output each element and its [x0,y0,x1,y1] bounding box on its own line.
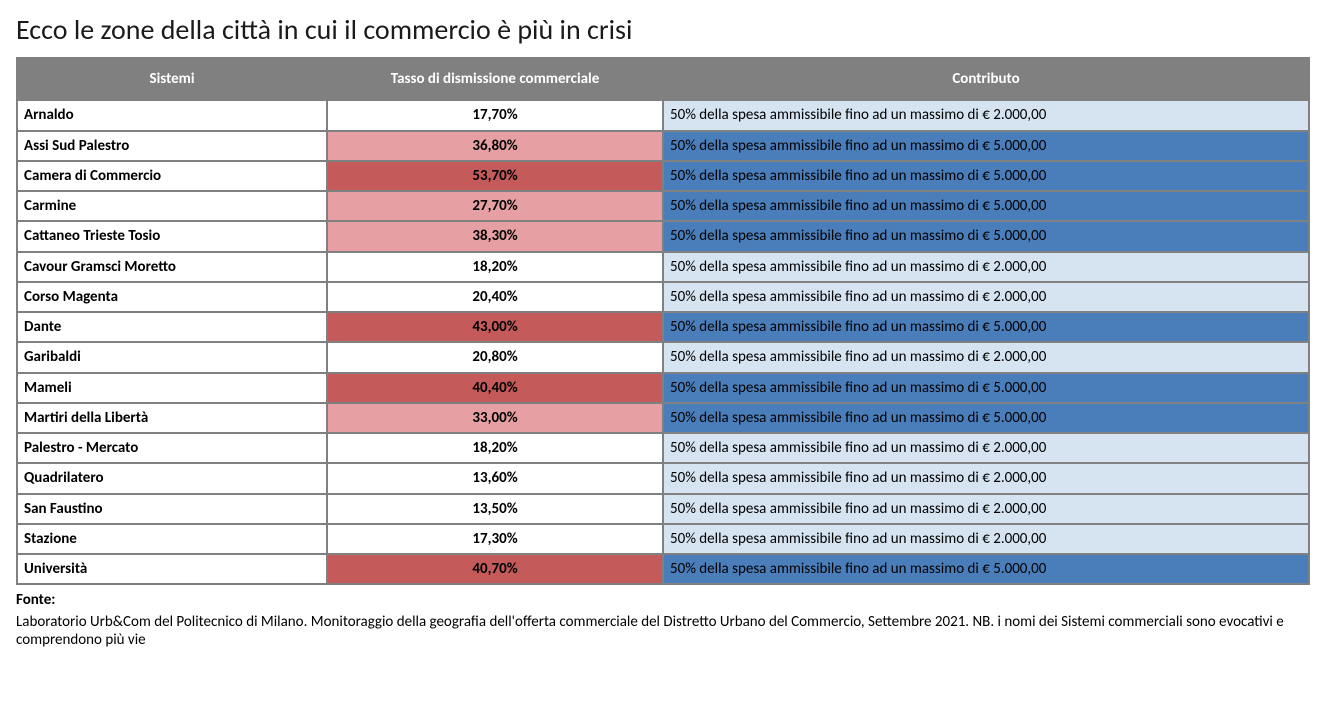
cell-sistemi: Camera di Commercio [17,161,327,191]
cell-tasso: 43,00% [327,312,663,342]
table-row: Corso Magenta20,40%50% della spesa ammis… [17,282,1309,312]
cell-contributo: 50% della spesa ammissibile fino ad un m… [663,282,1309,312]
cell-tasso: 36,80% [327,131,663,161]
cell-tasso: 13,50% [327,494,663,524]
cell-contributo: 50% della spesa ammissibile fino ad un m… [663,373,1309,403]
cell-contributo: 50% della spesa ammissibile fino ad un m… [663,494,1309,524]
cell-sistemi: Corso Magenta [17,282,327,312]
cell-sistemi: Assi Sud Palestro [17,131,327,161]
table-row: Palestro - Mercato18,20%50% della spesa … [17,433,1309,463]
cell-sistemi: Mameli [17,373,327,403]
col-header-sistemi: Sistemi [17,58,327,100]
cell-sistemi: Cattaneo Trieste Tosio [17,221,327,251]
table-row: Università40,70%50% della spesa ammissib… [17,554,1309,584]
cell-tasso: 40,70% [327,554,663,584]
table-row: Quadrilatero13,60%50% della spesa ammiss… [17,463,1309,493]
col-header-tasso: Tasso di dismissione commerciale [327,58,663,100]
page-title: Ecco le zone della città in cui il comme… [16,12,1310,47]
cell-sistemi: Cavour Gramsci Moretto [17,252,327,282]
cell-sistemi: Dante [17,312,327,342]
table-row: Carmine27,70%50% della spesa ammissibile… [17,191,1309,221]
table-row: Dante43,00%50% della spesa ammissibile f… [17,312,1309,342]
cell-sistemi: Università [17,554,327,584]
cell-tasso: 20,80% [327,342,663,372]
cell-sistemi: San Faustino [17,494,327,524]
cell-sistemi: Martiri della Libertà [17,403,327,433]
cell-contributo: 50% della spesa ammissibile fino ad un m… [663,161,1309,191]
cell-sistemi: Quadrilatero [17,463,327,493]
cell-contributo: 50% della spesa ammissibile fino ad un m… [663,100,1309,130]
cell-sistemi: Garibaldi [17,342,327,372]
table-row: San Faustino13,50%50% della spesa ammiss… [17,494,1309,524]
cell-contributo: 50% della spesa ammissibile fino ad un m… [663,463,1309,493]
table-row: Camera di Commercio53,70%50% della spesa… [17,161,1309,191]
table-row: Martiri della Libertà33,00%50% della spe… [17,403,1309,433]
table-row: Stazione17,30%50% della spesa ammissibil… [17,524,1309,554]
cell-tasso: 17,70% [327,100,663,130]
table-row: Cavour Gramsci Moretto18,20%50% della sp… [17,252,1309,282]
cell-sistemi: Arnaldo [17,100,327,130]
cell-contributo: 50% della spesa ammissibile fino ad un m… [663,221,1309,251]
cell-sistemi: Stazione [17,524,327,554]
cell-contributo: 50% della spesa ammissibile fino ad un m… [663,554,1309,584]
cell-sistemi: Carmine [17,191,327,221]
cell-tasso: 53,70% [327,161,663,191]
data-table: Sistemi Tasso di dismissione commerciale… [16,57,1310,585]
footnote: Fonte: Laboratorio Urb&Com del Politecni… [16,591,1310,649]
table-row: Garibaldi20,80%50% della spesa ammissibi… [17,342,1309,372]
table-row: Assi Sud Palestro36,80%50% della spesa a… [17,131,1309,161]
cell-tasso: 17,30% [327,524,663,554]
cell-contributo: 50% della spesa ammissibile fino ad un m… [663,131,1309,161]
cell-tasso: 18,20% [327,433,663,463]
cell-tasso: 38,30% [327,221,663,251]
cell-contributo: 50% della spesa ammissibile fino ad un m… [663,191,1309,221]
cell-contributo: 50% della spesa ammissibile fino ad un m… [663,403,1309,433]
cell-tasso: 40,40% [327,373,663,403]
footnote-body: Laboratorio Urb&Com del Politecnico di M… [16,613,1310,649]
table-row: Cattaneo Trieste Tosio38,30%50% della sp… [17,221,1309,251]
cell-tasso: 27,70% [327,191,663,221]
col-header-contributo: Contributo [663,58,1309,100]
cell-contributo: 50% della spesa ammissibile fino ad un m… [663,524,1309,554]
cell-tasso: 20,40% [327,282,663,312]
cell-tasso: 18,20% [327,252,663,282]
table-row: Mameli40,40%50% della spesa ammissibile … [17,373,1309,403]
cell-tasso: 33,00% [327,403,663,433]
cell-contributo: 50% della spesa ammissibile fino ad un m… [663,342,1309,372]
cell-contributo: 50% della spesa ammissibile fino ad un m… [663,252,1309,282]
table-header-row: Sistemi Tasso di dismissione commerciale… [17,58,1309,100]
cell-contributo: 50% della spesa ammissibile fino ad un m… [663,433,1309,463]
table-row: Arnaldo17,70%50% della spesa ammissibile… [17,100,1309,130]
cell-contributo: 50% della spesa ammissibile fino ad un m… [663,312,1309,342]
cell-tasso: 13,60% [327,463,663,493]
footnote-label: Fonte: [16,591,1310,609]
cell-sistemi: Palestro - Mercato [17,433,327,463]
